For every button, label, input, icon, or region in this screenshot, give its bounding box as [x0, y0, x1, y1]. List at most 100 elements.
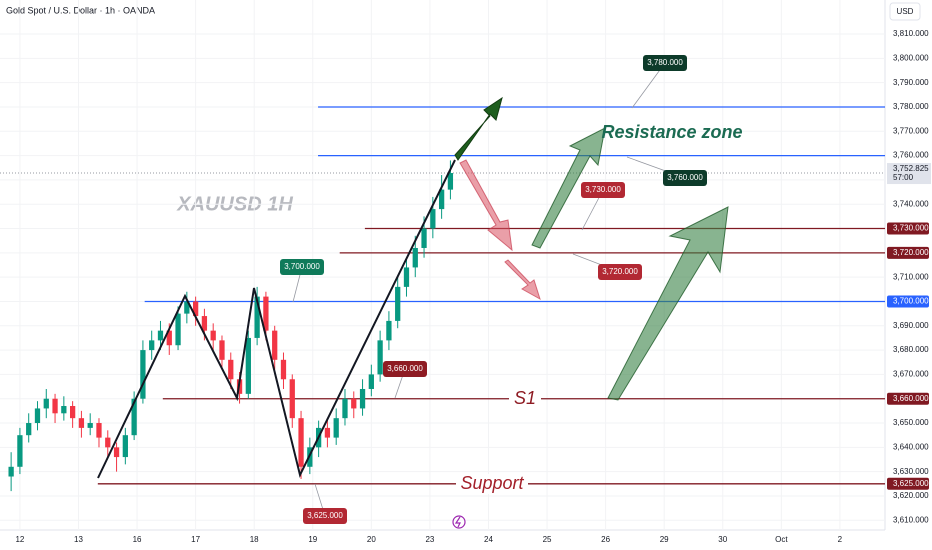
- x-tick-label: 24: [484, 535, 493, 544]
- candle-body: [342, 398, 348, 419]
- arrow-down-small: [504, 259, 541, 301]
- candle-body: [351, 398, 357, 409]
- candle-body: [412, 247, 418, 268]
- level-tag: [887, 392, 929, 405]
- callout-label: 3,700.000: [284, 262, 320, 271]
- candle-body: [149, 340, 155, 351]
- y-tick-label: 3,670.000: [893, 370, 929, 379]
- level-tag-label: 3,720.000: [893, 248, 929, 257]
- candle-body: [368, 374, 374, 389]
- event-icon[interactable]: [452, 515, 466, 529]
- level-tag-label: 3,625.000: [893, 479, 929, 488]
- candle-body: [26, 423, 32, 436]
- annotation-bg: [509, 389, 541, 409]
- candle-body: [377, 340, 383, 375]
- candle-body: [210, 330, 216, 341]
- candle-body: [34, 408, 41, 424]
- candle-body: [78, 418, 85, 428]
- candle-body: [430, 209, 436, 229]
- y-tick-label: 3,610.000: [893, 515, 929, 524]
- candle-body: [122, 435, 128, 458]
- candle-body: [219, 340, 225, 360]
- candle-body: [395, 286, 401, 321]
- x-tick-label: 23: [425, 535, 434, 544]
- callout-label: 3,780.000: [647, 58, 683, 67]
- callout-box: [303, 508, 347, 524]
- y-tick-label: 3,620.000: [893, 491, 929, 500]
- candle-body: [254, 296, 260, 338]
- candles: [8, 160, 454, 492]
- candle-body: [184, 301, 190, 314]
- x-tick-label: 2: [838, 535, 843, 544]
- currency: USD: [897, 7, 914, 16]
- level-tag: [887, 295, 929, 308]
- x-tick-label: 25: [543, 535, 552, 544]
- candle-body: [43, 398, 49, 409]
- level-tag-label: 3,660.000: [893, 394, 929, 403]
- candle-body: [87, 423, 93, 428]
- y-tick-label: 3,760.000: [893, 151, 929, 160]
- y-tick-label: 3,800.000: [893, 53, 929, 62]
- currency-box[interactable]: [889, 2, 921, 21]
- drawings: [97, 96, 729, 529]
- candle-body: [280, 359, 287, 380]
- y-tick-label: 3,630.000: [893, 467, 929, 476]
- x-tick-label: Oct: [775, 535, 788, 544]
- candle-body: [140, 350, 146, 399]
- arrow-up: [531, 127, 606, 249]
- level-tag: [887, 246, 929, 259]
- x-tick-label: 18: [250, 535, 259, 544]
- x-tick-label: 16: [133, 535, 142, 544]
- x-tick-label: 30: [718, 535, 727, 544]
- candle-body: [113, 447, 120, 458]
- annotation: S1: [514, 388, 536, 408]
- candle-body: [228, 359, 234, 380]
- callout-label: 3,760.000: [667, 173, 703, 182]
- candle-body: [8, 466, 14, 477]
- candle-body: [263, 296, 269, 331]
- last-price: 3,752.825: [893, 164, 929, 173]
- level-tag-label: 3,700.000: [893, 297, 929, 306]
- candle-body: [52, 398, 58, 414]
- callout-label: 3,660.000: [387, 364, 423, 373]
- y-tick-label: 3,740.000: [893, 199, 929, 208]
- level-tag-label: 3,730.000: [893, 224, 929, 233]
- last-price-tag: [887, 163, 931, 185]
- candle-body: [386, 320, 392, 341]
- annotation-bg: [456, 474, 528, 494]
- x-tick-label: 17: [191, 535, 200, 544]
- candle-body: [447, 173, 454, 190]
- y-tick-label: 3,790.000: [893, 78, 929, 87]
- y-tick-label: 3,650.000: [893, 418, 929, 427]
- y-tick-label: 3,680.000: [893, 345, 929, 354]
- level-tag: [887, 477, 929, 490]
- callout-label: 3,720.000: [602, 267, 638, 276]
- y-tick-label: 3,690.000: [893, 321, 929, 330]
- symbol-title: Gold Spot / U.S. Dollar · 1h · OANDA: [6, 5, 155, 15]
- x-tick-label: 13: [74, 535, 83, 544]
- callout-label: 3,625.000: [307, 511, 343, 520]
- annotation: Support: [460, 473, 524, 493]
- candle-body: [69, 406, 76, 419]
- callout-label: 3,730.000: [585, 185, 621, 194]
- candle-body: [333, 418, 339, 438]
- candle-body: [157, 330, 164, 341]
- candle-body: [175, 313, 181, 346]
- callout-box: [598, 264, 642, 280]
- event-bolt: [454, 516, 461, 528]
- candle-body: [438, 189, 445, 210]
- y-tick-label: 3,810.000: [893, 29, 929, 38]
- candle-body: [421, 228, 427, 248]
- arrow-up-large: [607, 206, 729, 401]
- candle-body: [289, 379, 295, 419]
- x-tick-label: 19: [308, 535, 317, 544]
- candle-body: [403, 267, 410, 287]
- candle-body: [359, 388, 366, 409]
- candle-body: [96, 423, 102, 438]
- zigzag: [97, 159, 456, 479]
- callout-box: [383, 361, 427, 377]
- callout-box: [581, 182, 625, 198]
